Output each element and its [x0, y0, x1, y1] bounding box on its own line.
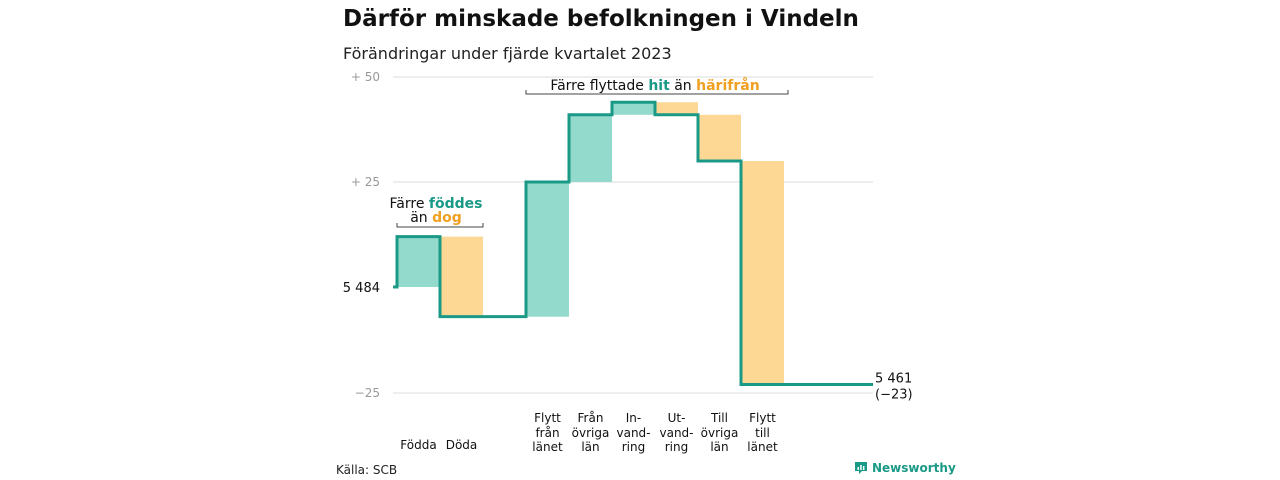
- category-label: Flytt: [749, 411, 776, 425]
- category-label: ring: [622, 440, 646, 454]
- value-labels: 5 484 5 461(−23): [343, 281, 913, 403]
- category-label: från: [535, 426, 559, 440]
- end-change-label: (−23): [875, 388, 913, 403]
- category-label: Flytt: [534, 411, 561, 425]
- end-value-label: 5 461: [875, 372, 912, 387]
- category-label: Födda: [400, 438, 436, 452]
- category-label: till: [755, 426, 770, 440]
- category-label: Ut-: [668, 411, 686, 425]
- chart-title: Därför minskade befolkningen i Vindeln: [343, 6, 859, 32]
- cumulative-step-line: [393, 100, 873, 387]
- brand-name: Newsworthy: [872, 461, 956, 475]
- newsworthy-logo-icon: [855, 462, 867, 474]
- bar-4: [569, 114, 612, 182]
- category-label: län: [581, 440, 599, 454]
- births-annotation-line2: än dog: [410, 210, 462, 226]
- bar-1: [397, 236, 440, 287]
- category-label: vand-: [616, 426, 650, 440]
- source-note: Källa: SCB: [336, 463, 398, 477]
- bar-7: [698, 114, 741, 161]
- y-tick-label: −25: [355, 386, 380, 400]
- bar-5: [612, 102, 655, 115]
- bar-6: [655, 102, 698, 115]
- births-annotation-line1: Färre föddes: [390, 196, 483, 212]
- category-label: In-: [626, 411, 641, 425]
- category-label: Till: [710, 411, 728, 425]
- brand-logo[interactable]: Newsworthy: [854, 461, 956, 475]
- category-label: övriga: [572, 426, 610, 440]
- category-label: länet: [747, 440, 778, 454]
- y-tick-label: + 25: [351, 175, 380, 189]
- migration-bracket: [525, 90, 789, 95]
- start-value-label: 5 484: [343, 281, 380, 296]
- migration-annotation: Färre flyttade hit än härifrån: [550, 77, 759, 94]
- bar-3: [526, 182, 569, 317]
- bar-2: [440, 236, 483, 317]
- category-label: länet: [532, 440, 563, 454]
- y-tick-label: + 50: [351, 70, 380, 84]
- category-label: ring: [665, 440, 689, 454]
- category-label: Döda: [446, 438, 478, 452]
- grid-lines: [393, 76, 873, 394]
- category-labels: Födda DödaFlyttfrånlänetFrånövrigalänIn-v…: [400, 411, 778, 454]
- bars: [397, 102, 784, 385]
- category-label: Från: [578, 411, 604, 425]
- category-label: vand-: [659, 426, 693, 440]
- births-bracket: [396, 223, 484, 228]
- y-axis-tick-labels: −25 + 25 + 50: [351, 70, 380, 400]
- chart-subtitle: Förändringar under fjärde kvartalet 2023: [343, 44, 672, 63]
- category-label: län: [710, 440, 728, 454]
- step-line: [393, 100, 873, 387]
- category-label: övriga: [701, 426, 739, 440]
- bar-8: [741, 161, 784, 385]
